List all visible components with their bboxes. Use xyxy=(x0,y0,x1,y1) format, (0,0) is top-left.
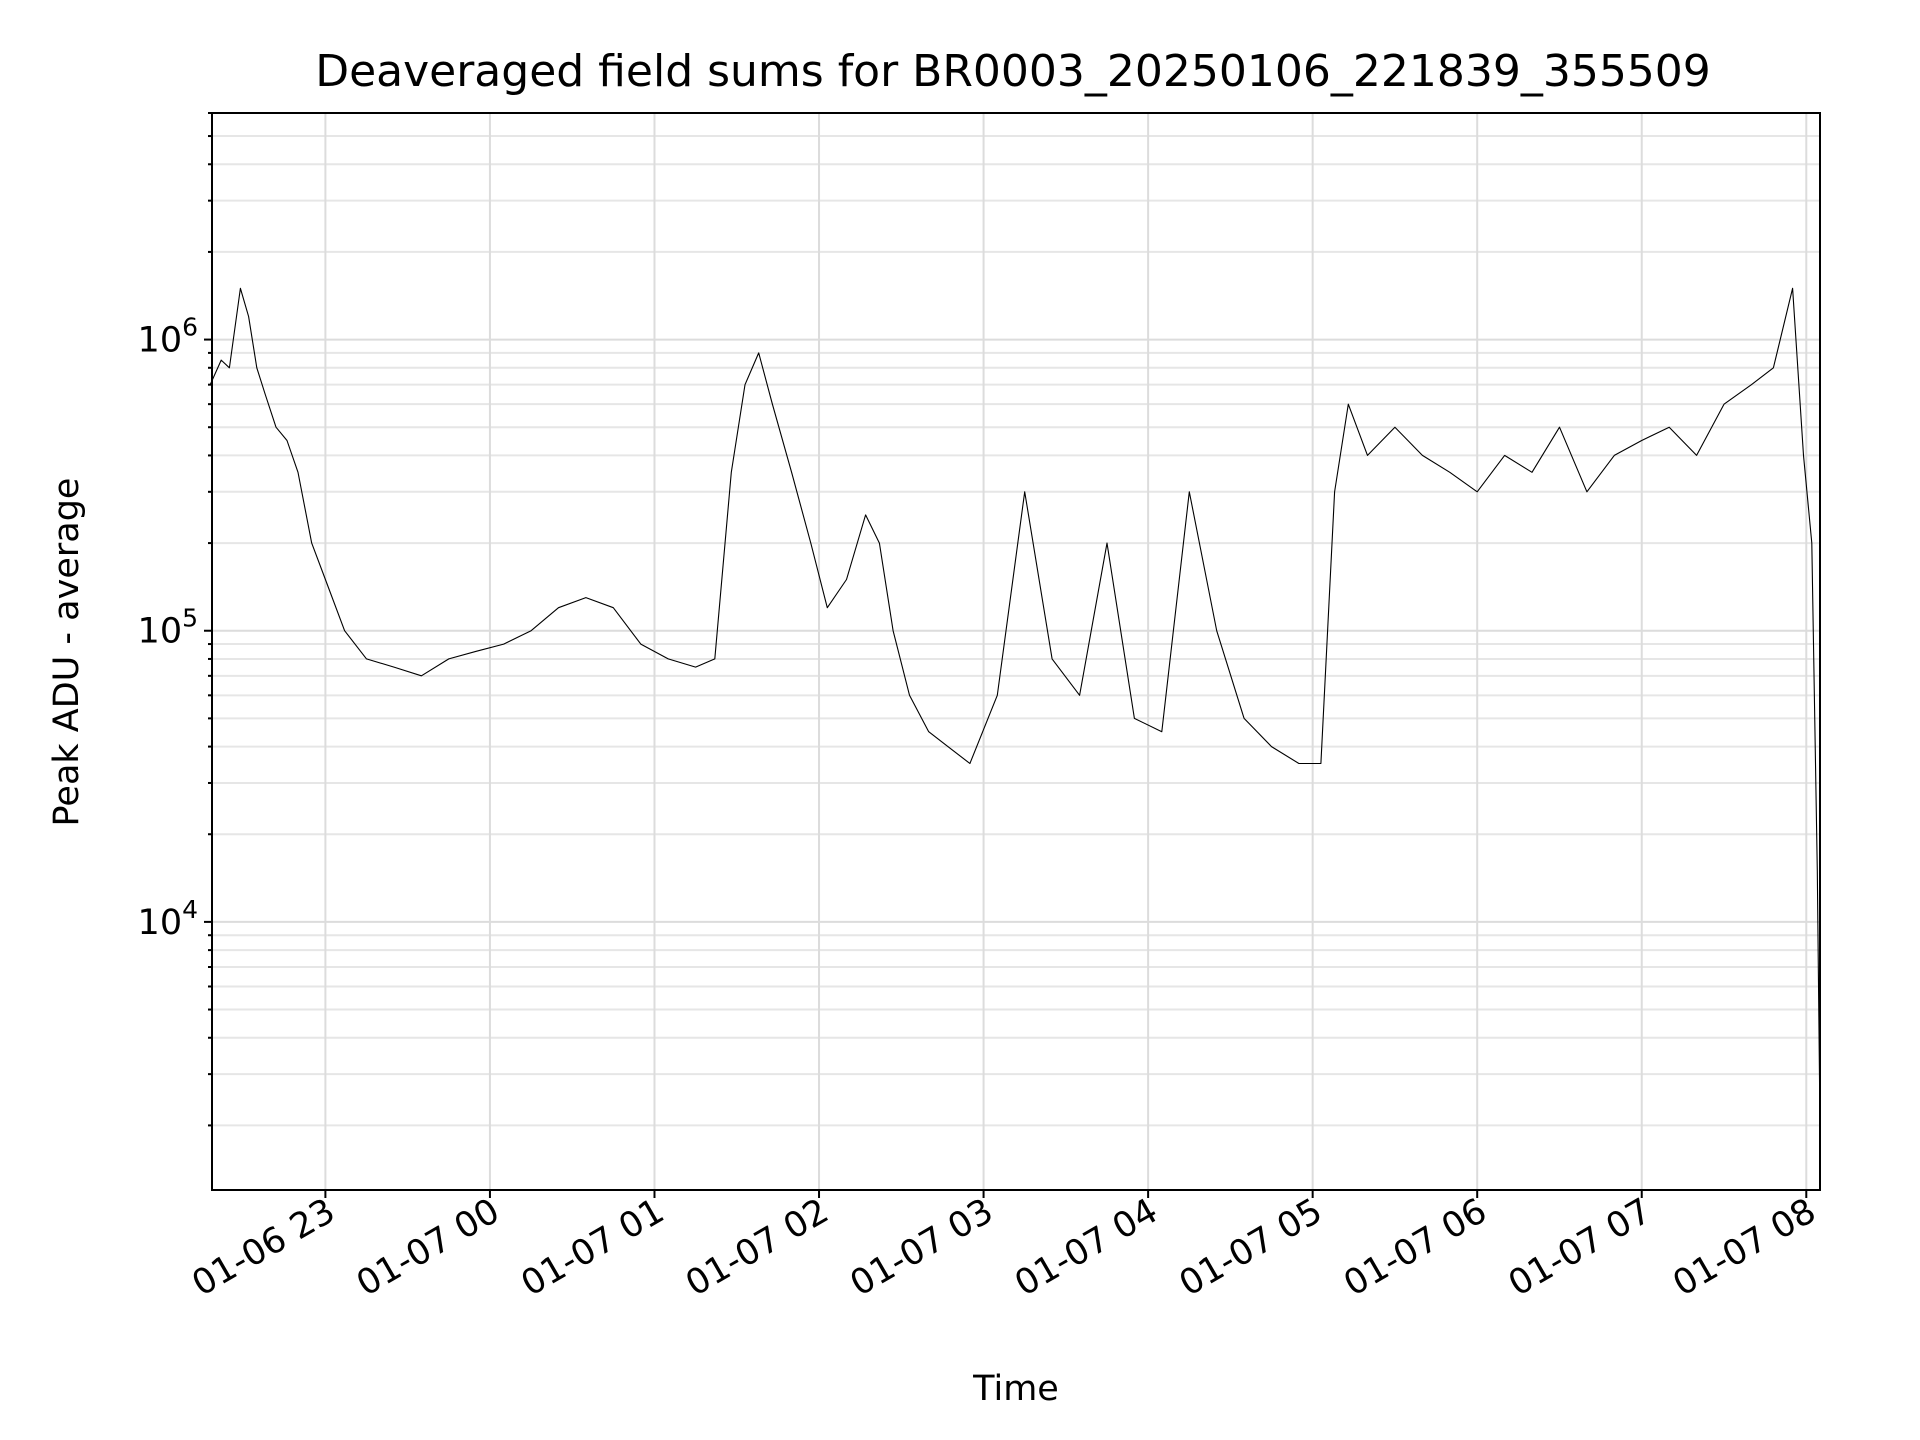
y-axis-ticks: 104 105 106 xyxy=(138,112,212,1127)
plot-area xyxy=(209,287,1821,1126)
x-tick-label: 01-07 07 xyxy=(1502,1191,1658,1304)
y-tick-label: 104 xyxy=(138,895,198,943)
x-tick-label: 01-07 05 xyxy=(1173,1191,1329,1304)
x-tick-label: 01-07 03 xyxy=(844,1191,1000,1304)
chart-title: Deaveraged field sums for BR0003_2025010… xyxy=(315,46,1711,97)
axes-frame xyxy=(211,112,1821,1191)
x-tick-label: 01-07 02 xyxy=(679,1191,835,1304)
x-tick-label: 01-07 08 xyxy=(1666,1191,1822,1304)
y-axis-label: Peak ADU - average xyxy=(47,478,87,827)
y-tick-label: 106 xyxy=(138,313,198,361)
y-tick-label: 105 xyxy=(138,604,198,652)
x-tick-label: 01-07 06 xyxy=(1337,1191,1493,1304)
series-line xyxy=(209,287,1821,1126)
x-tick-label: 01-07 04 xyxy=(1008,1191,1164,1304)
x-tick-label: 01-06 23 xyxy=(186,1191,342,1304)
x-tick-label: 01-07 01 xyxy=(515,1191,671,1304)
x-axis-label: Time xyxy=(972,1369,1059,1409)
x-axis-ticks: 01-06 23 01-07 00 01-07 01 01-07 02 01-07 03… xyxy=(186,1190,1823,1304)
grid-lines xyxy=(212,112,1820,1190)
x-tick-label: 01-07 00 xyxy=(350,1191,506,1304)
